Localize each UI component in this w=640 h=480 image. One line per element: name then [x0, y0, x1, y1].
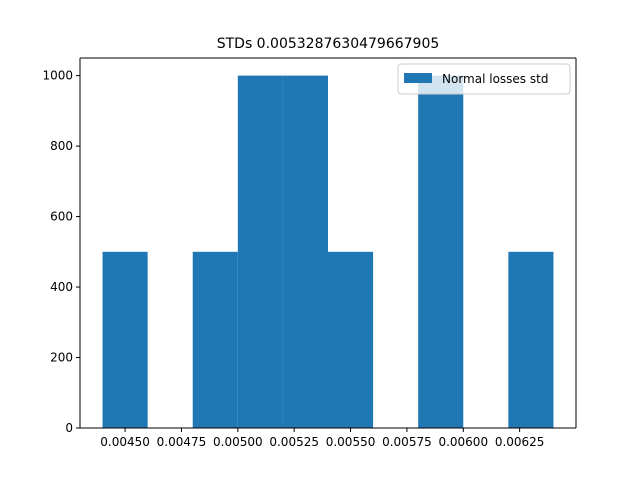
x-tick-label: 0.00600	[438, 435, 488, 449]
chart-title: STDs 0.0053287630479667905	[217, 36, 440, 52]
y-tick-label: 200	[50, 351, 73, 365]
y-tick-label: 600	[50, 210, 73, 224]
x-tick-label: 0.00575	[382, 435, 432, 449]
bar	[192, 251, 238, 428]
bar	[237, 75, 283, 428]
legend-swatch	[404, 73, 432, 83]
legend: Normal losses std	[397, 63, 571, 95]
bar	[418, 75, 464, 428]
bar	[102, 251, 148, 428]
y-tick-label: 800	[50, 139, 73, 153]
bar	[328, 251, 374, 428]
x-tick-label: 0.00450	[100, 435, 150, 449]
x-tick-label: 0.00625	[495, 435, 545, 449]
legend-box	[397, 63, 571, 95]
x-tick-label: 0.00525	[269, 435, 319, 449]
y-tick-label: 0	[65, 421, 73, 435]
y-tick-label: 400	[50, 280, 73, 294]
x-tick-label: 0.00550	[326, 435, 376, 449]
bar	[508, 251, 554, 428]
bar	[282, 75, 328, 428]
x-tick-label: 0.00475	[157, 435, 207, 449]
y-tick-label: 1000	[42, 69, 73, 83]
legend-label: Normal losses std	[442, 72, 548, 86]
x-tick-label: 0.00500	[213, 435, 263, 449]
